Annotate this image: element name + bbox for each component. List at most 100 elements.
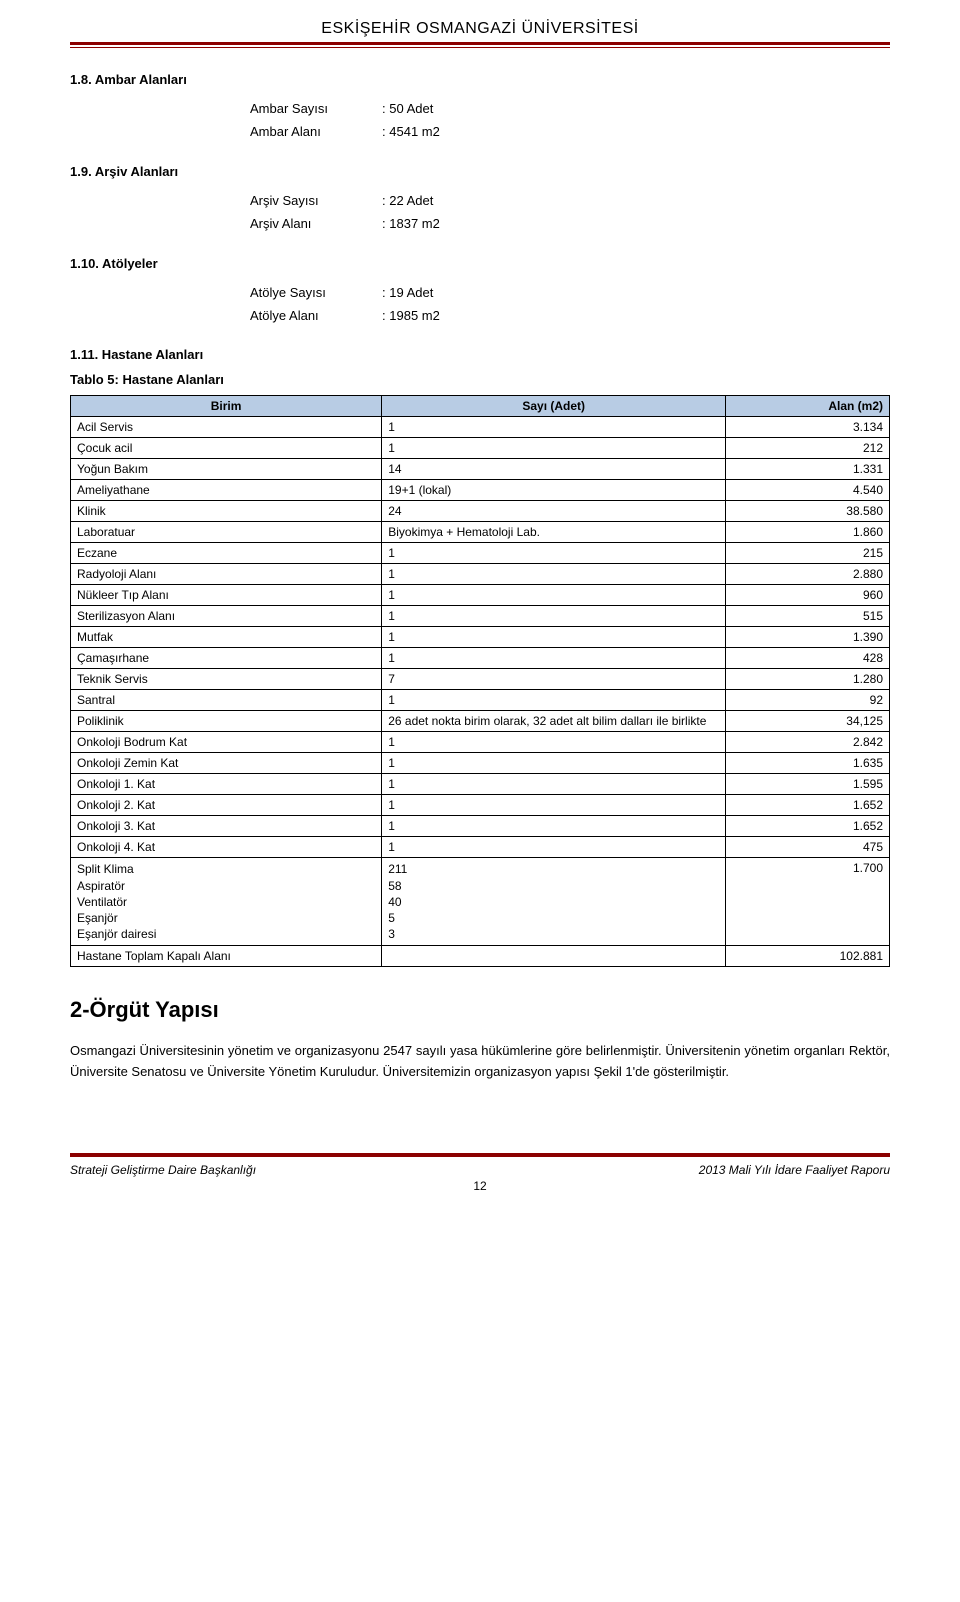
cell-sayi: 1 [382,795,726,816]
section-heading-1-9: 1.9. Arşiv Alanları [70,164,890,179]
kv-block-1-8: Ambar Sayısı : 50 Adet Ambar Alanı : 454… [250,97,890,144]
cell-birim: Mutfak [71,627,382,648]
table-row: Çamaşırhane1428 [71,648,890,669]
cell-alan: 1.635 [726,753,890,774]
cell-birim: Laboratuar [71,522,382,543]
cell-alan: 92 [726,690,890,711]
table-row: LaboratuarBiyokimya + Hematoloji Lab.1.8… [71,522,890,543]
cell-sayi: 1 [382,816,726,837]
table-row: Poliklinik26 adet nokta birim olarak, 32… [71,711,890,732]
kv-value: 19 Adet [389,281,433,304]
cell-birim: Klinik [71,501,382,522]
table-row: Klinik2438.580 [71,501,890,522]
kv-colon: : [374,304,386,327]
table-row: Radyoloji Alanı12.880 [71,564,890,585]
cell-sayi: 1 [382,753,726,774]
cell-birim: Onkoloji Zemin Kat [71,753,382,774]
cell-sayi: 1 [382,417,726,438]
table-row: Eczane1215 [71,543,890,564]
section-heading-1-8: 1.8. Ambar Alanları [70,72,890,87]
table-row: Onkoloji Bodrum Kat12.842 [71,732,890,753]
cell-alan: 428 [726,648,890,669]
section-heading-1-10: 1.10. Atölyeler [70,256,890,271]
table-row: Çocuk acil1212 [71,438,890,459]
cell-alan: 475 [726,837,890,858]
kv-value: 22 Adet [389,189,433,212]
cell-sayi-multi: 211584053 [382,858,726,946]
cell-birim: Çocuk acil [71,438,382,459]
table-row: Yoğun Bakım141.331 [71,459,890,480]
cell-alan: 2.880 [726,564,890,585]
kv-value: 4541 m2 [389,120,440,143]
table-row: Ameliyathane19+1 (lokal)4.540 [71,480,890,501]
kv-row: Atölye Alanı : 1985 m2 [250,304,890,327]
cell-total-alan: 102.881 [726,946,890,967]
cell-birim: Yoğun Bakım [71,459,382,480]
cell-alan: 1.860 [726,522,890,543]
cell-birim: Eczane [71,543,382,564]
table-row: Santral192 [71,690,890,711]
cell-birim: Acil Servis [71,417,382,438]
hospital-areas-table: Birim Sayı (Adet) Alan (m2) Acil Servis1… [70,395,890,967]
kv-row: Atölye Sayısı : 19 Adet [250,281,890,304]
kv-colon: : [374,212,386,235]
table-row: Onkoloji 4. Kat1475 [71,837,890,858]
cell-alan: 3.134 [726,417,890,438]
cell-sayi: 1 [382,438,726,459]
kv-colon: : [374,120,386,143]
kv-colon: : [374,97,386,120]
cell-sayi: 1 [382,774,726,795]
cell-alan: 1.390 [726,627,890,648]
cell-total-label: Hastane Toplam Kapalı Alanı [71,946,382,967]
header-divider-thin [70,47,890,48]
cell-birim: Nükleer Tıp Alanı [71,585,382,606]
table-row-total: Hastane Toplam Kapalı Alanı 102.881 [71,946,890,967]
kv-block-1-9: Arşiv Sayısı : 22 Adet Arşiv Alanı : 183… [250,189,890,236]
kv-label: Ambar Alanı [250,120,370,143]
footer-page-number: 12 [70,1179,890,1193]
kv-block-1-10: Atölye Sayısı : 19 Adet Atölye Alanı : 1… [250,281,890,328]
cell-sayi: 1 [382,627,726,648]
cell-birim-multi: Split KlimaAspiratörVentilatörEşanjörEşa… [71,858,382,946]
cell-sayi: 1 [382,543,726,564]
kv-row: Arşiv Sayısı : 22 Adet [250,189,890,212]
footer-right-text: 2013 Mali Yılı İdare Faaliyet Raporu [699,1163,890,1177]
cell-sayi: 1 [382,648,726,669]
table-row: Onkoloji 1. Kat11.595 [71,774,890,795]
table-row: Teknik Servis71.280 [71,669,890,690]
cell-alan: 1.280 [726,669,890,690]
cell-sayi: 24 [382,501,726,522]
section-heading-1-11: 1.11. Hastane Alanları [70,347,890,362]
kv-label: Ambar Sayısı [250,97,370,120]
cell-birim: Ameliyathane [71,480,382,501]
cell-sayi: 7 [382,669,726,690]
col-header-birim: Birim [71,396,382,417]
kv-colon: : [374,281,386,304]
cell-sayi: Biyokimya + Hematoloji Lab. [382,522,726,543]
cell-alan: 2.842 [726,732,890,753]
kv-value: 1837 m2 [389,212,440,235]
table-row: Nükleer Tıp Alanı1960 [71,585,890,606]
cell-sayi: 1 [382,837,726,858]
table-row: Onkoloji 3. Kat11.652 [71,816,890,837]
cell-birim: Onkoloji 4. Kat [71,837,382,858]
cell-birim: Santral [71,690,382,711]
cell-birim: Sterilizasyon Alanı [71,606,382,627]
cell-alan: 1.331 [726,459,890,480]
col-header-sayi: Sayı (Adet) [382,396,726,417]
cell-sayi: 26 adet nokta birim olarak, 32 adet alt … [382,711,726,732]
cell-birim: Radyoloji Alanı [71,564,382,585]
footer-left-text: Strateji Geliştirme Daire Başkanlığı [70,1163,256,1177]
header-divider-thick [70,42,890,45]
cell-alan: 38.580 [726,501,890,522]
table-row: Onkoloji Zemin Kat11.635 [71,753,890,774]
kv-row: Ambar Alanı : 4541 m2 [250,120,890,143]
cell-alan: 515 [726,606,890,627]
cell-alan: 960 [726,585,890,606]
table-row: Sterilizasyon Alanı1515 [71,606,890,627]
cell-sayi: 1 [382,606,726,627]
cell-sayi: 1 [382,690,726,711]
kv-label: Arşiv Alanı [250,212,370,235]
table-row: Mutfak11.390 [71,627,890,648]
cell-birim: Onkoloji 2. Kat [71,795,382,816]
